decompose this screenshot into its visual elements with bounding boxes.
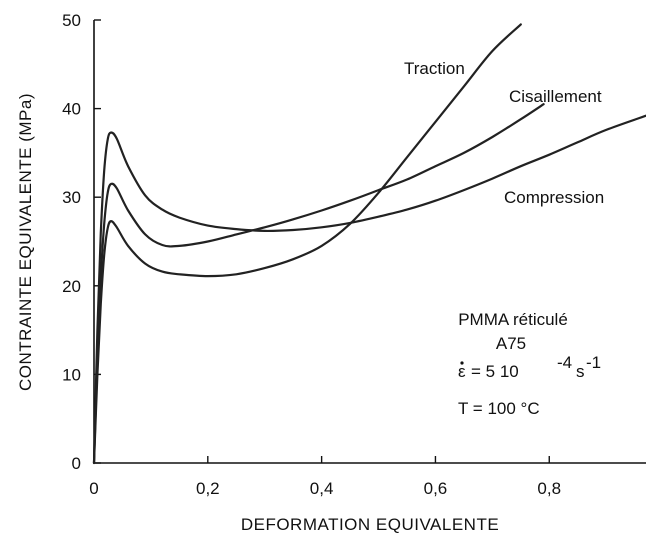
y-tick-label: 0 bbox=[72, 454, 81, 473]
y-tick-label: 10 bbox=[62, 365, 81, 384]
curve-label-traction: Traction bbox=[404, 59, 465, 78]
y-axis-title: CONTRAINTE EQUIVALENTE (MPa) bbox=[16, 93, 35, 391]
series-traction-line bbox=[92, 23, 522, 465]
x-tick-label: 0,6 bbox=[424, 479, 448, 498]
x-tick-label: 0,2 bbox=[196, 479, 220, 498]
series-curves bbox=[92, 23, 646, 465]
material-label: PMMA réticulé bbox=[458, 310, 568, 329]
x-axis-title: DEFORMATION EQUIVALENTE bbox=[241, 515, 499, 533]
strain-rate-unit: s bbox=[576, 362, 585, 381]
axes bbox=[93, 20, 646, 464]
y-tick-label: 20 bbox=[62, 277, 81, 296]
strain-rate-unit-exponent: -1 bbox=[586, 353, 601, 372]
strain-rate-dot bbox=[460, 361, 464, 365]
series-compression-line bbox=[92, 114, 646, 465]
x-tick-label: 0,4 bbox=[310, 479, 334, 498]
conditions-annotation: PMMA réticulé A75 ε = 5 10 -4 s -1 T = 1… bbox=[458, 310, 601, 418]
series-cisaillement-line bbox=[92, 103, 545, 465]
strain-rate-exponent: -4 bbox=[557, 353, 572, 372]
x-tick-label: 0,8 bbox=[537, 479, 561, 498]
strain-rate-equation: = 5 10 bbox=[471, 362, 519, 381]
temperature-label: T = 100 °C bbox=[458, 399, 540, 418]
grade-label: A75 bbox=[496, 334, 526, 353]
x-ticks: 0 0,2 0,4 0,6 0,8 bbox=[89, 456, 561, 498]
y-tick-label: 50 bbox=[62, 11, 81, 30]
strain-rate-label: ε = 5 10 -4 s -1 bbox=[458, 353, 601, 381]
curve-label-compression: Compression bbox=[504, 188, 604, 207]
x-tick-label: 0 bbox=[89, 479, 98, 498]
curve-label-cisaillement: Cisaillement bbox=[509, 87, 602, 106]
strain-rate-symbol: ε bbox=[458, 362, 466, 381]
y-tick-label: 30 bbox=[62, 188, 81, 207]
y-ticks: 0 10 20 30 40 50 bbox=[62, 11, 101, 473]
y-tick-label: 40 bbox=[62, 100, 81, 119]
